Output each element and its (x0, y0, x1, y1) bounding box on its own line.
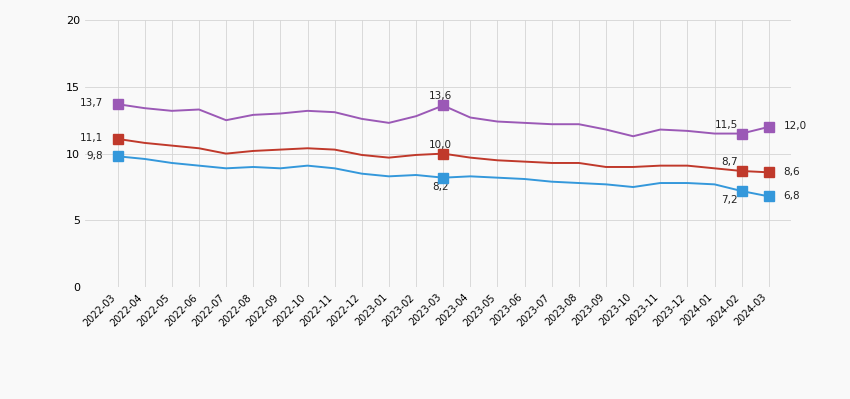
Text: 9,8: 9,8 (86, 150, 103, 161)
Text: 11,1: 11,1 (79, 133, 103, 143)
Text: 6,8: 6,8 (784, 191, 801, 201)
Text: 11,5: 11,5 (714, 120, 738, 130)
Text: 10,0: 10,0 (429, 140, 452, 150)
Text: 8,2: 8,2 (432, 182, 449, 192)
Text: 12,0: 12,0 (784, 121, 807, 131)
Text: 13,7: 13,7 (79, 99, 103, 109)
Text: 13,6: 13,6 (429, 91, 452, 101)
Text: 7,2: 7,2 (721, 195, 738, 205)
Text: 8,6: 8,6 (784, 167, 801, 177)
Text: 8,7: 8,7 (721, 157, 738, 167)
